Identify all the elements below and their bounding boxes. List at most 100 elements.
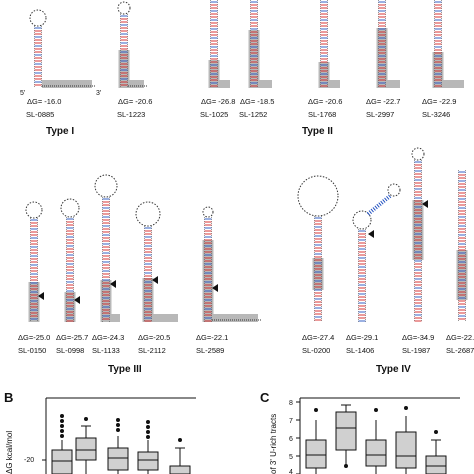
structure-name: SL-1406 — [346, 346, 374, 355]
structure-name: SL-2112 — [138, 346, 166, 355]
stem-helix — [318, 0, 330, 88]
box-type5 — [169, 438, 191, 474]
u-tract-shade — [412, 200, 424, 260]
stem-helix — [202, 217, 214, 322]
type-label: Type IV — [376, 364, 411, 375]
structure-name: SL-2687 — [446, 346, 474, 355]
structure-sl-0885: 5' 3' ΔG= -16.0 SL-0885 — [20, 9, 101, 119]
structure-sl-0200: ΔG=-27.4 SL-0200 — [297, 175, 339, 355]
delta-g: ΔG=-25.7 — [56, 333, 88, 342]
box-c2 — [335, 404, 357, 468]
structure-name: SL-1025 — [200, 110, 228, 119]
structure-sl-1223: ΔG= -20.6 SL-1223 — [117, 1, 152, 119]
y-tick-label: 5 — [289, 454, 293, 461]
box-type1 — [51, 414, 73, 474]
structure-sl-1768: ΔG= -20.6 SL-1768 — [308, 0, 342, 119]
stem-helix — [100, 197, 112, 322]
stem-helix — [412, 160, 424, 322]
panel-label-c: C — [260, 390, 270, 405]
structure-sl-0150: ΔG=-25.0 SL-0150 — [18, 201, 50, 355]
svg-text:3': 3' — [96, 90, 101, 97]
stem-helix — [248, 0, 260, 88]
delta-g: ΔG=-27.4 — [302, 333, 334, 342]
structure-sl-1025: ΔG= -26.8 SL-1025 — [200, 0, 235, 119]
svg-text:5': 5' — [20, 90, 25, 97]
structure-name: SL-1133 — [92, 346, 120, 355]
structure-name: SL-1987 — [402, 346, 430, 355]
delta-g: ΔG= -16.0 — [27, 97, 61, 106]
delta-g: ΔG= -20.6 — [118, 97, 152, 106]
box-c5 — [425, 430, 447, 474]
arrowhead-icon — [422, 200, 428, 208]
structure-sl-2997: ΔG= -22.7 SL-2997 — [366, 0, 400, 119]
structure-sl-2112: ΔG=-20.5 SL-2112 — [135, 201, 178, 355]
stem-helix — [118, 14, 130, 88]
structure-name: SL-1223 — [117, 110, 145, 119]
u-tract-shade — [376, 28, 388, 88]
delta-g: ΔG= -22.7 — [366, 97, 400, 106]
box-type4 — [137, 420, 159, 474]
u-tract-shade — [28, 282, 40, 322]
delta-g: ΔG=-22.1 — [196, 333, 228, 342]
u-tract-shade — [202, 240, 214, 322]
u-tract-shade — [42, 80, 92, 88]
y-axis-label: of 3' U-rich tracts — [269, 414, 278, 474]
u-tract-shade — [118, 50, 130, 88]
box-type2 — [75, 417, 97, 474]
structure-sl-0998: ΔG=-25.7 SL-0998 — [56, 198, 88, 355]
delta-g: ΔG=-34.9 — [402, 333, 434, 342]
delta-g: ΔG= -22.9 — [422, 97, 456, 106]
arrowhead-icon — [212, 284, 218, 292]
structure-sl-2687: ΔG=-22.3 SL-2687 — [446, 170, 474, 355]
structure-sl-3246: ΔG= -22.9 SL-3246 — [422, 0, 464, 119]
box-c4 — [395, 406, 417, 474]
y-tick-label: 8 — [289, 400, 293, 407]
stem-helix — [456, 170, 468, 322]
y-tick-label: 6 — [289, 436, 293, 443]
delta-g: ΔG= -20.6 — [308, 97, 342, 106]
structure-name: SL-1252 — [239, 110, 267, 119]
y-tick-label: 7 — [289, 418, 293, 425]
arrowhead-icon — [110, 280, 116, 288]
arrowhead-icon — [152, 276, 158, 284]
box-type3 — [107, 418, 129, 474]
stem-helix — [34, 26, 42, 88]
arrowhead-icon — [38, 292, 44, 300]
box-c3 — [365, 408, 387, 474]
delta-g: ΔG=-29.1 — [346, 333, 378, 342]
structure-sl-1987: ΔG=-34.9 SL-1987 — [402, 147, 434, 355]
u-tract-shade — [64, 292, 76, 322]
stem-helix — [358, 229, 366, 322]
u-tract-shade — [456, 250, 468, 300]
stem-helix — [432, 0, 444, 88]
stem-helix — [376, 0, 388, 88]
structure-sl-2589: ΔG=-22.1 SL-2589 — [196, 206, 262, 355]
y-tick-label: 4 — [289, 469, 293, 474]
delta-g: ΔG= -18.5 — [240, 97, 274, 106]
structure-name: SL-1768 — [308, 110, 336, 119]
structure-sl-1406: ΔG=-29.1 SL-1406 — [346, 183, 401, 355]
delta-g: ΔG=-22.3 — [446, 333, 474, 342]
y-tick-group: 8 7 6 5 4 — [289, 400, 300, 474]
u-tract-shade — [312, 258, 324, 290]
structure-name: SL-2589 — [196, 346, 224, 355]
u-tract-shade — [318, 62, 330, 88]
stem-helix — [208, 0, 220, 88]
structure-sl-1252: ΔG= -18.5 SL-1252 — [239, 0, 274, 119]
structure-name: SL-3246 — [422, 110, 450, 119]
structure-name: SL-0150 — [18, 346, 46, 355]
structure-name: SL-0885 — [26, 110, 54, 119]
panel-b: B -20 ΔG kcal/mol — [4, 390, 196, 474]
type-label: Type II — [302, 126, 333, 137]
u-tract-shade — [432, 52, 444, 88]
delta-g: ΔG=-20.5 — [138, 333, 170, 342]
delta-g: ΔG= -26.8 — [201, 97, 235, 106]
panel-label-b: B — [4, 390, 13, 405]
panel-c: C 8 7 6 5 4 of 3' U-rich tracts — [260, 390, 460, 474]
structure-name: SL-0200 — [302, 346, 330, 355]
arrowhead-icon — [74, 296, 80, 304]
arrowhead-icon — [368, 230, 374, 238]
delta-g: ΔG=-25.0 — [18, 333, 50, 342]
y-tick-label: -20 — [24, 457, 34, 464]
